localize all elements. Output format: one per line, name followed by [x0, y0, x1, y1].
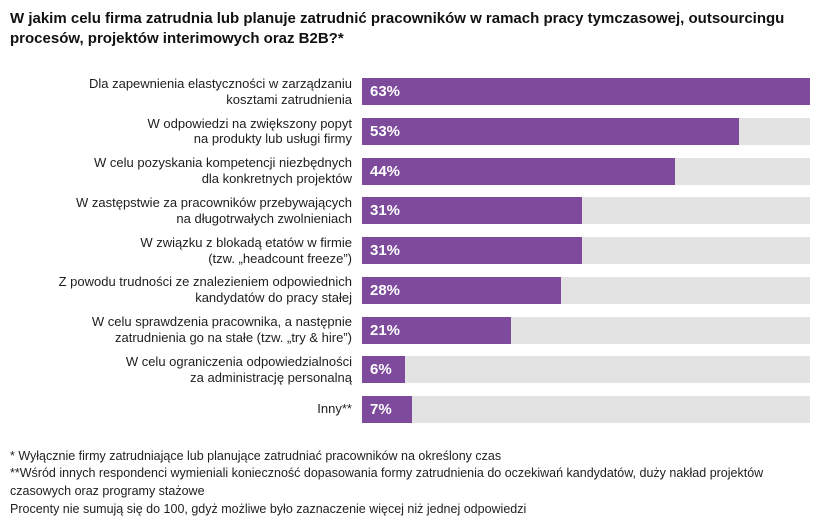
category-label: W celu ograniczenia odpowiedzialności za…: [125, 353, 352, 385]
bar: 44%: [362, 157, 675, 185]
category-label: W zastępstwie za pracowników przebywając…: [76, 195, 352, 226]
category-label: W odpowiedzi na zwiększony popyt na prod…: [147, 115, 353, 147]
bar-track: 53%: [362, 117, 810, 145]
bar: 53%: [362, 117, 739, 145]
footnotes: * Wyłącznie firmy zatrudniające lub plan…: [10, 448, 810, 519]
footnote-line: * Wyłącznie firmy zatrudniające lub plan…: [10, 448, 502, 463]
bar-track: 21%: [362, 316, 810, 344]
chart-row: Z powodu trudności ze znalezieniem odpow…: [10, 274, 810, 306]
bar: 28%: [362, 276, 562, 304]
chart-title: W jakim celu firma zatrudnia lub planuje…: [10, 10, 785, 47]
footnote-line: **Wśród innych respondenci wymieniali ko…: [10, 466, 764, 499]
value-label: 31%: [370, 202, 401, 220]
value-label: 7%: [370, 400, 392, 418]
bar: 31%: [362, 237, 583, 265]
bar: 6%: [362, 356, 405, 384]
value-label: 53%: [370, 122, 401, 140]
category-label: W celu sprawdzenia pracownika, a następn…: [91, 314, 352, 346]
chart-row: Dla zapewnienia elastyczności w zarządza…: [10, 76, 810, 108]
category-label: W celu pozyskania kompetencji niezbędnyc…: [94, 155, 352, 187]
bar-track: 31%: [362, 197, 810, 225]
category-label: Z powodu trudności ze znalezieniem odpow…: [58, 274, 352, 306]
bar-track: 63%: [362, 78, 810, 106]
category-label: W związku z blokadą etatów w firmie (tzw…: [140, 234, 352, 266]
bar: 63%: [362, 78, 810, 106]
value-label: 31%: [370, 242, 401, 260]
category-label: Inny**: [317, 401, 352, 417]
bar-track: 6%: [362, 356, 810, 384]
chart-row: W celu pozyskania kompetencji niezbędnyc…: [10, 155, 810, 187]
chart-row: W związku z blokadą etatów w firmie (tzw…: [10, 235, 810, 267]
chart-row: W odpowiedzi na zwiększony popyt na prod…: [10, 116, 810, 148]
category-label: Dla zapewnienia elastyczności w zarządza…: [88, 75, 352, 107]
bar-track: 31%: [362, 237, 810, 265]
chart-row: W zastępstwie za pracowników przebywając…: [10, 195, 810, 227]
value-label: 6%: [370, 361, 392, 379]
chart-row: W celu ograniczenia odpowiedzialności za…: [10, 354, 810, 386]
value-label: 44%: [370, 162, 401, 180]
bar-track: 28%: [362, 276, 810, 304]
bar: 21%: [362, 316, 512, 344]
bar-track: 7%: [362, 395, 810, 423]
value-label: 28%: [370, 281, 401, 299]
footnote-line: Procenty nie sumują się do 100, gdyż moż…: [10, 501, 527, 516]
bar-chart: Dla zapewnienia elastyczności w zarządza…: [10, 76, 810, 425]
chart-row: W celu sprawdzenia pracownika, a następn…: [10, 314, 810, 346]
bar: 7%: [362, 395, 412, 423]
value-label: 63%: [370, 83, 401, 101]
bar: 31%: [362, 197, 583, 225]
chart-row: Inny** 7%: [10, 394, 810, 425]
value-label: 21%: [370, 321, 401, 339]
bar-track: 44%: [362, 157, 810, 185]
